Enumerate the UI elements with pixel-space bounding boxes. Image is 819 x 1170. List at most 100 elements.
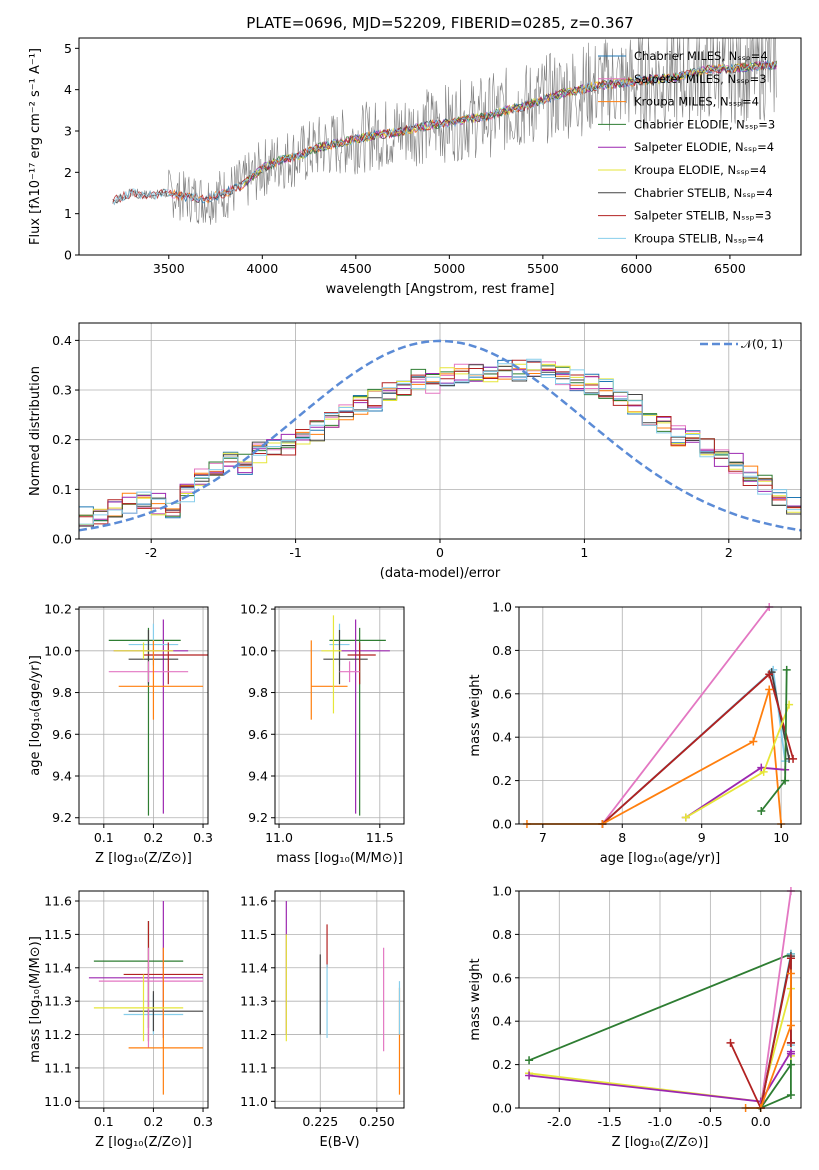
y-tick-label: 0.4 — [492, 1014, 512, 1029]
x-axis-label: (data-model)/error — [380, 566, 501, 581]
y-tick-label: 1.0 — [492, 600, 512, 615]
mass-weight-marker — [786, 1060, 795, 1069]
y-tick-label: 0.2 — [52, 432, 72, 447]
mass-weight-line — [601, 672, 794, 825]
x-tick-label: 0.250 — [359, 1114, 395, 1129]
y-tick-label: 11.6 — [44, 894, 72, 909]
x-tick-label: 0.2 — [143, 830, 163, 845]
y-tick-label: 4 — [64, 82, 72, 97]
mass-weight-marker — [786, 1021, 795, 1030]
y-tick-label: 11.0 — [240, 1094, 268, 1109]
gaussian-reference-curve — [78, 339, 802, 532]
mass-weight-marker — [525, 1071, 534, 1080]
y-tick-label: 0.2 — [492, 773, 512, 788]
x-tick-label: 10 — [773, 830, 789, 845]
x-tick-label: 5500 — [527, 261, 559, 276]
y-tick-label: 9.4 — [248, 769, 268, 784]
y-tick-label: 0.0 — [52, 532, 72, 547]
age-vs-mass-panel: 11.0 11.5 9.2 9.4 9.6 9.8 10.0 10.2 mass [log₁₀(… — [240, 602, 405, 866]
y-tick-label: 9.2 — [52, 810, 72, 825]
model-spectrum-line — [112, 61, 778, 204]
x-tick-label: 2 — [725, 545, 733, 560]
mass-weight-marker — [757, 763, 766, 772]
mass-weight-line — [601, 670, 790, 825]
y-tick-label: 11.6 — [240, 894, 268, 909]
y-axis-label: Normed distribution — [28, 366, 43, 496]
legend-label: 𝒩(0, 1) — [741, 337, 783, 351]
y-tick-label: 11.4 — [44, 960, 72, 975]
y-tick-label: 11.0 — [44, 1094, 72, 1109]
x-tick-label: 0.3 — [193, 830, 213, 845]
y-tick-label: 9.8 — [248, 685, 268, 700]
x-tick-label: 5000 — [433, 261, 465, 276]
observed-spectrum-line — [112, 37, 777, 225]
legend-label: Kroupa STELIB, Nₛₛₚ=4 — [634, 231, 764, 245]
mass-weight-marker — [786, 954, 795, 963]
x-tick-label: 0.2 — [143, 1114, 163, 1129]
y-tick-label: 11.3 — [240, 994, 268, 1009]
y-tick-label: 11.5 — [44, 927, 72, 942]
y-tick-label: 0.4 — [492, 730, 512, 745]
plot-frame — [78, 890, 209, 1109]
y-axis-label: mass weight — [468, 958, 483, 1040]
legend-label: Kroupa MILES, Nₛₛₚ=4 — [634, 95, 759, 109]
y-tick-label: 2 — [64, 165, 72, 180]
x-axis-label: Z [log₁₀(Z/Z⊙)] — [612, 1135, 709, 1150]
x-axis-label: E(B-V) — [319, 1135, 359, 1150]
x-axis-label: wavelength [Angstrom, rest frame] — [326, 282, 555, 297]
y-tick-label: 9.4 — [52, 769, 72, 784]
y-tick-label: 0.4 — [52, 333, 72, 348]
y-tick-label: 9.2 — [248, 810, 268, 825]
y-axis-label: Flux [fλ10⁻¹⁷ erg cm⁻² s⁻¹ A⁻¹] — [28, 48, 43, 245]
x-axis-label: Z [log₁₀(Z/Z⊙)] — [95, 851, 192, 866]
x-tick-label: 0.1 — [94, 1114, 114, 1129]
y-tick-label: 11.5 — [240, 927, 268, 942]
x-tick-label: 3500 — [153, 261, 185, 276]
y-tick-label: 5 — [64, 41, 72, 56]
y-tick-label: 0.6 — [492, 686, 512, 701]
mass-weight-marker — [782, 665, 791, 674]
y-tick-label: 0.8 — [492, 927, 512, 942]
legend-label: Chabrier MILES, Nₛₛₚ=4 — [634, 49, 768, 63]
x-tick-label: 9 — [698, 830, 706, 845]
mass-weight-marker — [749, 737, 758, 746]
x-tick-label: 6500 — [714, 261, 746, 276]
y-axis-label: age [log₁₀(age/yr)] — [28, 655, 43, 776]
mass-vs-metallicity-panel: 0.1 0.2 0.3 11.0 11.1 11.2 11.3 11.4 11.5 11.6 Z [… — [28, 890, 213, 1150]
x-tick-label: -1.0 — [648, 1114, 672, 1129]
y-tick-label: 1.0 — [492, 884, 512, 899]
figure-title: PLATE=0696, MJD=52209, FIBERID=0285, z=0… — [246, 14, 633, 32]
mass-weight-marker — [759, 767, 768, 776]
mass-weight-line — [759, 890, 792, 1109]
legend-label: Chabrier STELIB, Nₛₛₚ=4 — [634, 186, 773, 200]
mass-weight-marker — [681, 813, 690, 822]
mass-weight-marker — [786, 1038, 795, 1047]
x-tick-label: 1 — [580, 545, 588, 560]
mass-weight-marker — [786, 1049, 795, 1058]
y-tick-label: 0.2 — [492, 1057, 512, 1072]
mass-weight-line — [685, 704, 790, 819]
model-spectrum-line — [112, 60, 778, 204]
y-tick-label: 10.0 — [44, 643, 72, 658]
y-tick-label: 0.8 — [492, 643, 512, 658]
plot-frame — [78, 37, 802, 256]
y-tick-label: 11.3 — [44, 994, 72, 1009]
plot-frame — [78, 606, 209, 825]
x-tick-label: 0.0 — [751, 1114, 771, 1129]
y-tick-label: 0.1 — [52, 482, 72, 497]
weight-vs-metallicity-panel: -2.0 -1.5 -1.0 -0.5 0.0 0.0 0.2 0.4 0.6 0.8 1.0 Z [… — [468, 884, 802, 1150]
y-tick-label: 11.4 — [240, 960, 268, 975]
x-tick-label: 0.225 — [302, 1114, 338, 1129]
mass-weight-marker — [525, 1056, 534, 1065]
x-tick-label: 8 — [618, 830, 626, 845]
x-tick-label: -1.5 — [597, 1114, 621, 1129]
y-tick-label: 3 — [64, 124, 72, 139]
legend-label: Salpeter MILES, Nₛₛₚ=3 — [634, 72, 767, 86]
y-tick-label: 11.2 — [44, 1027, 72, 1042]
y-axis-label: mass [log₁₀(M/M⊙)] — [28, 936, 43, 1063]
mass-weight-line — [601, 668, 786, 825]
x-tick-label: 4500 — [340, 261, 372, 276]
y-tick-label: 10.0 — [240, 643, 268, 658]
residual-histogram-panel: -2 -1 0 1 2 0.0 0.1 0.2 0.3 0.4 (data-model)/error… — [28, 322, 802, 581]
x-tick-label: 11.0 — [265, 830, 293, 845]
